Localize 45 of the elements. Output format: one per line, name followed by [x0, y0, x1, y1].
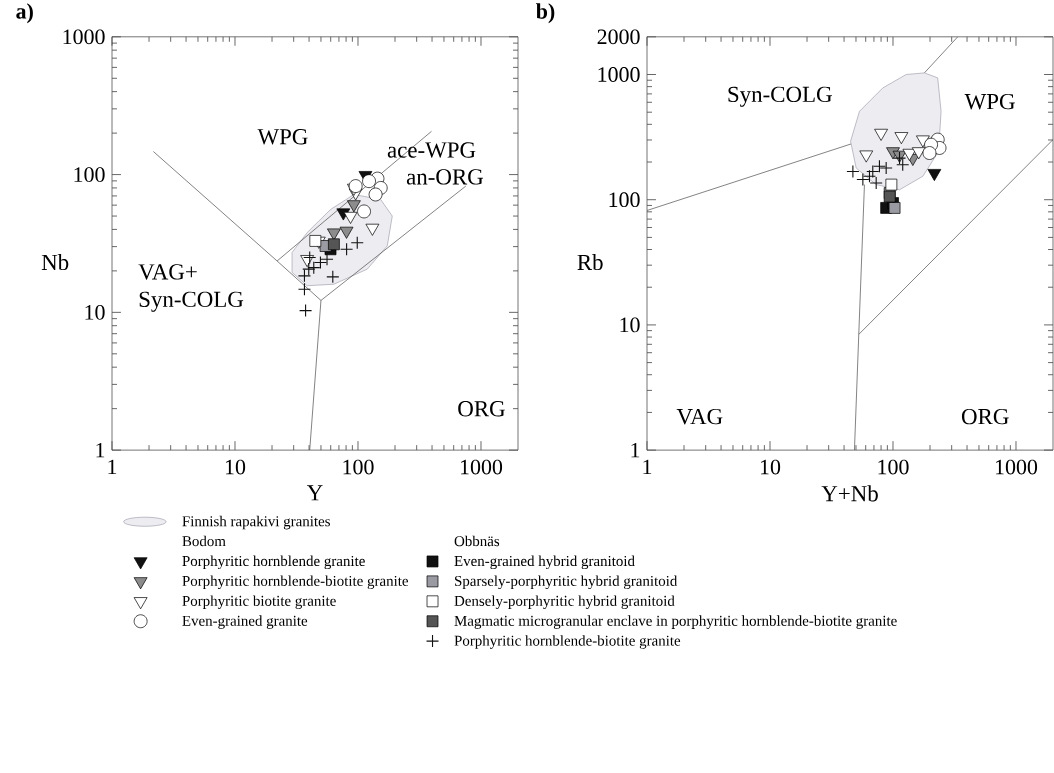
x-tick-label: 100: [343, 459, 374, 475]
chart-title: b): [536, 3, 555, 24]
x-tick-label: 1: [643, 459, 652, 475]
annotation: VAG+: [138, 264, 197, 280]
legend-label: Even-grained granite: [182, 615, 308, 629]
text: Obbnäs: [454, 535, 500, 547]
y-tick-label: 1000: [63, 29, 105, 45]
x-tick-label: 1000: [460, 459, 503, 475]
legend-label: Porphyritic hornblende-biotite granite: [182, 575, 409, 590]
annotation: ace-WPG: [387, 142, 476, 158]
annotation: WPG: [257, 129, 308, 145]
x-axis-title: Y: [306, 485, 323, 501]
annotation: ORG: [458, 401, 505, 417]
x-tick-label: 1: [108, 459, 117, 475]
y-tick-label: 1000: [598, 67, 640, 82]
annotation: ORG: [961, 409, 1009, 425]
y-tick-label: 10: [620, 317, 640, 333]
x-tick-label: 100: [878, 459, 909, 475]
y-tick-label: 10: [85, 305, 105, 320]
legend-label: Porphyritic biotite granite: [182, 595, 336, 610]
annotation: Syn-COLG: [728, 86, 832, 107]
y-tick-label: 1: [631, 442, 640, 458]
y-tick-label: 2000: [597, 29, 640, 45]
y-tick-label: 100: [609, 192, 640, 208]
legend-label: Porphyritic hornblende granite: [182, 555, 365, 570]
x-tick-label: 10: [225, 459, 246, 475]
y-tick-label: 100: [74, 167, 105, 183]
legend-label: Porphyritic hornblende-biotite granite: [454, 635, 681, 649]
legend-label: Sparsely-porphyritic hybrid granitoid: [455, 575, 678, 590]
y-tick-label: 1: [96, 442, 105, 458]
legend-label: Magmatic microgranular enclave in porphyritic hornblende-biotite granite: [454, 615, 897, 629]
y-axis-title: Nb: [41, 254, 69, 271]
x-tick-label: 1000: [995, 459, 1038, 475]
legend-label: Even-grained hybrid granitoid: [454, 555, 635, 570]
chart-title: a): [16, 3, 33, 24]
legend-label: Finnish rapakivi granites: [182, 515, 330, 530]
annotation: VAG: [676, 408, 723, 425]
annotation: WPG: [964, 94, 1015, 110]
x-axis-title: Y+Nb: [821, 485, 878, 502]
annotation: an-ORG: [406, 169, 484, 185]
annotation: Syn-COLG: [139, 291, 244, 312]
text: Bodom: [182, 535, 226, 547]
y-axis-title: Rb: [577, 254, 603, 271]
x-tick-label: 10: [760, 459, 781, 475]
legend-label: Densely-porphyritic hybrid granitoid: [454, 595, 675, 610]
